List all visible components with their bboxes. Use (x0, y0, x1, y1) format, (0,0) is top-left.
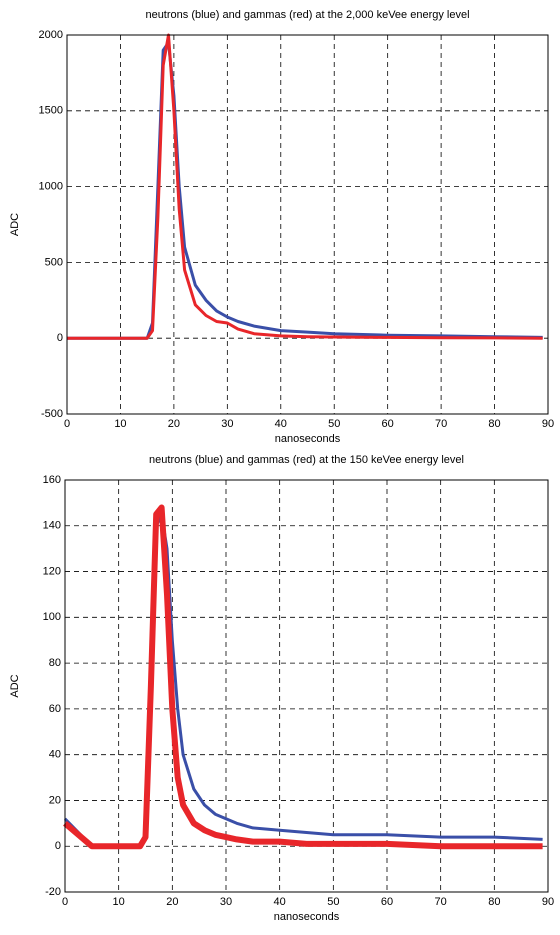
x-tick-label: 80 (488, 896, 500, 908)
x-tick-label: 60 (382, 418, 394, 430)
x-tick-label: 30 (221, 418, 233, 430)
x-tick-label: 40 (274, 896, 286, 908)
y-tick-label: 0 (55, 840, 61, 852)
x-tick-label: 60 (381, 896, 393, 908)
x-axis-label: nanoseconds (274, 911, 340, 923)
chart-title: neutrons (blue) and gammas (red) at the … (149, 454, 464, 466)
y-tick-label: 100 (43, 611, 61, 623)
x-tick-label: 90 (542, 418, 554, 430)
x-tick-label: 0 (62, 896, 68, 908)
x-tick-label: 20 (166, 896, 178, 908)
y-tick-label: 160 (43, 474, 61, 486)
data-line (63, 504, 543, 850)
x-tick-label: 10 (114, 418, 126, 430)
y-tick-label: -20 (45, 886, 61, 898)
y-tick-label: 60 (49, 703, 61, 715)
x-tick-label: 50 (327, 896, 339, 908)
x-tick-label: 30 (220, 896, 232, 908)
plot-area (67, 35, 548, 414)
x-tick-label: 80 (488, 418, 500, 430)
x-tick-label: 50 (328, 418, 340, 430)
chart-title: neutrons (blue) and gammas (red) at the … (145, 9, 469, 21)
plot-area (65, 480, 548, 892)
x-tick-label: 90 (542, 896, 554, 908)
y-tick-label: 500 (45, 256, 63, 268)
x-tick-label: 70 (435, 896, 447, 908)
y-tick-label: 20 (49, 794, 61, 806)
data-line (67, 33, 543, 340)
y-axis-label: ADC (9, 674, 21, 697)
plot-frame (66, 34, 549, 415)
y-tick-label: 120 (43, 565, 61, 577)
y-tick-label: -500 (41, 408, 63, 420)
x-tick-label: 0 (64, 418, 70, 430)
x-tick-label: 70 (435, 418, 447, 430)
y-tick-label: 140 (43, 520, 61, 532)
y-tick-label: 0 (57, 332, 63, 344)
x-axis-label: nanoseconds (275, 433, 341, 445)
y-tick-label: 40 (49, 749, 61, 761)
plot-frame (64, 479, 549, 893)
y-tick-label: 1000 (39, 181, 63, 193)
x-tick-label: 40 (275, 418, 287, 430)
x-tick-label: 20 (168, 418, 180, 430)
y-tick-label: 80 (49, 657, 61, 669)
y-axis-label: ADC (9, 213, 21, 236)
y-tick-label: 1500 (39, 105, 63, 117)
x-tick-label: 10 (113, 896, 125, 908)
y-tick-label: 2000 (39, 29, 63, 41)
